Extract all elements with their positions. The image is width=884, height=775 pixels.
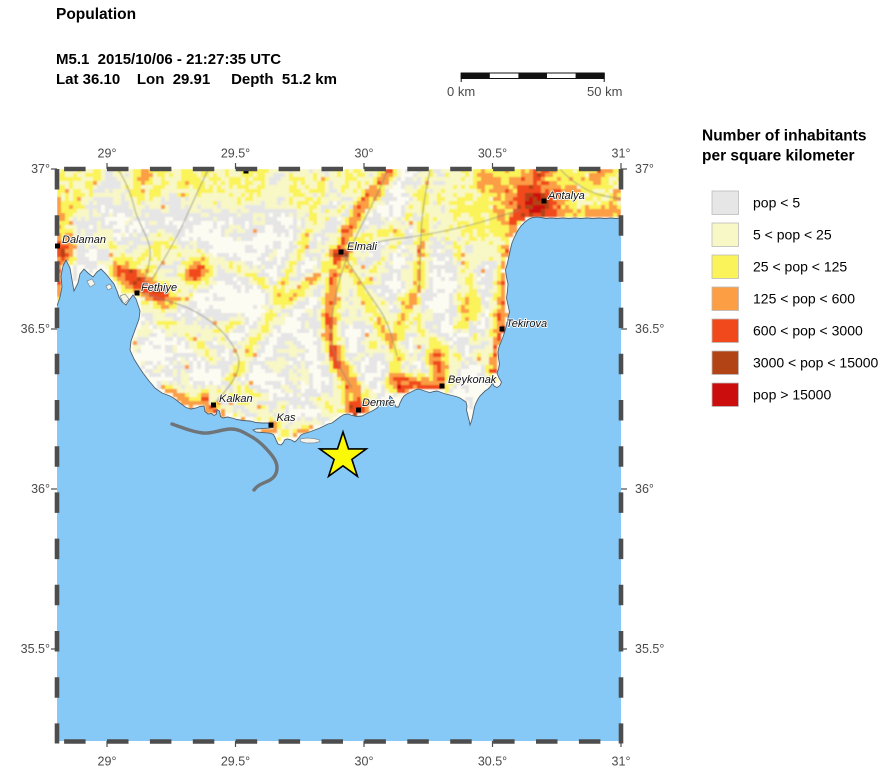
svg-text:per square kilometer: per square kilometer bbox=[702, 148, 854, 165]
svg-text:600 < pop < 3000: 600 < pop < 3000 bbox=[753, 323, 863, 339]
svg-text:30°: 30° bbox=[355, 147, 374, 161]
svg-text:30°: 30° bbox=[355, 755, 374, 769]
svg-text:5 < pop < 25: 5 < pop < 25 bbox=[753, 227, 832, 243]
svg-text:Kas: Kas bbox=[277, 412, 296, 424]
svg-text:29.5°: 29.5° bbox=[221, 147, 250, 161]
svg-text:29.5°: 29.5° bbox=[221, 755, 250, 769]
svg-text:pop > 15000: pop > 15000 bbox=[753, 387, 831, 403]
svg-text:37°: 37° bbox=[635, 162, 654, 176]
svg-text:31°: 31° bbox=[612, 147, 631, 161]
svg-text:50 km: 50 km bbox=[587, 84, 622, 99]
svg-text:30.5°: 30.5° bbox=[478, 147, 507, 161]
svg-text:Antalya: Antalya bbox=[547, 190, 585, 202]
svg-text:Number of inhabitants: Number of inhabitants bbox=[702, 128, 866, 145]
svg-text:Fethiye: Fethiye bbox=[141, 282, 177, 294]
svg-text:29°: 29° bbox=[98, 755, 117, 769]
svg-text:30.5°: 30.5° bbox=[478, 755, 507, 769]
svg-text:31°: 31° bbox=[612, 755, 631, 769]
svg-text:Demre: Demre bbox=[362, 397, 395, 409]
svg-text:Elmali: Elmali bbox=[347, 241, 378, 253]
svg-text:Dalaman: Dalaman bbox=[62, 234, 106, 246]
svg-text:pop < 5: pop < 5 bbox=[753, 195, 800, 211]
svg-text:29°: 29° bbox=[98, 147, 117, 161]
svg-text:37°: 37° bbox=[31, 162, 50, 176]
svg-text:36.5°: 36.5° bbox=[21, 322, 50, 336]
svg-text:3000 < pop < 15000: 3000 < pop < 15000 bbox=[753, 355, 879, 371]
svg-text:Kalkan: Kalkan bbox=[219, 393, 253, 405]
svg-text:Tekirova: Tekirova bbox=[506, 318, 547, 330]
svg-text:36°: 36° bbox=[635, 482, 654, 496]
svg-text:35.5°: 35.5° bbox=[635, 642, 664, 656]
svg-text:125 < pop < 600: 125 < pop < 600 bbox=[753, 291, 855, 307]
svg-text:25 < pop < 125: 25 < pop < 125 bbox=[753, 259, 847, 275]
svg-text:0 km: 0 km bbox=[447, 84, 475, 99]
svg-text:36.5°: 36.5° bbox=[635, 322, 664, 336]
svg-text:Beykonak: Beykonak bbox=[448, 374, 497, 386]
svg-text:36°: 36° bbox=[31, 482, 50, 496]
svg-text:35.5°: 35.5° bbox=[21, 642, 50, 656]
